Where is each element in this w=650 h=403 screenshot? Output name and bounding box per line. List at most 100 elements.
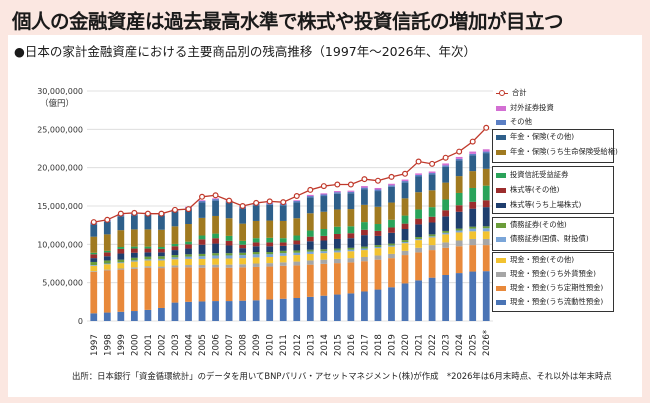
bar-segment (158, 307, 165, 321)
bar-segment (293, 261, 301, 266)
bar-segment (401, 179, 409, 182)
bar-segment (212, 198, 219, 200)
bar-segment (212, 243, 219, 254)
bar-segment (320, 196, 328, 212)
bar-segment (401, 243, 409, 251)
y-tick-label: 10,000,000 (37, 240, 83, 249)
bar-segment (388, 202, 395, 220)
bar-segment (306, 230, 314, 237)
bar-segment (320, 263, 328, 296)
bar-segment (279, 250, 287, 254)
bar-segment (198, 267, 206, 302)
x-tick-label: 2013 (306, 334, 316, 356)
bar-segment (428, 216, 436, 223)
x-tick-label: 2004 (185, 334, 195, 356)
bar-segment (347, 190, 355, 192)
bar-segment (130, 311, 138, 321)
bar-segment (455, 230, 463, 233)
bar-segment (198, 256, 206, 259)
legend-item: 対外証券投資 (496, 103, 554, 113)
bar-segment (428, 222, 436, 235)
x-tick-label: 2023 (442, 334, 452, 356)
x-tick-label: 1998 (103, 334, 113, 356)
total-point (185, 206, 192, 213)
bar-segment (469, 245, 477, 272)
x-tick-label: 1997 (90, 334, 100, 356)
bar-segment (401, 250, 409, 256)
bar-segment (415, 218, 422, 225)
bar-segment (347, 258, 355, 263)
bar-segment (469, 155, 477, 172)
bar-segment (185, 256, 192, 259)
bar-segment (185, 301, 192, 321)
total-point (456, 148, 463, 155)
bar-segment (225, 258, 233, 265)
bar-segment (374, 255, 382, 260)
bar-segment (333, 226, 341, 234)
legend-item: 年金・保険(うち生命保険受給権) (496, 147, 618, 157)
bar-segment (103, 270, 111, 313)
bar-segment (198, 244, 206, 254)
bar-segment (252, 263, 260, 267)
bar-segment (482, 149, 490, 152)
bar-segment (293, 235, 301, 241)
bar-segment (117, 248, 125, 254)
bar-segment (401, 240, 409, 243)
legend-label: 現金・預金(うち定期性預金) (510, 283, 604, 292)
bar-segment (185, 265, 192, 268)
legend-label: 投資信託受益証券 (510, 170, 569, 179)
bar-segment (469, 187, 477, 202)
total-point (361, 176, 368, 183)
bar-segment (442, 210, 450, 217)
bar-segment (198, 202, 206, 218)
bar-segment (266, 220, 274, 238)
bar-segment (279, 298, 287, 321)
bar-segment (185, 224, 192, 242)
bar-segment (279, 262, 287, 266)
bar-segment (306, 241, 314, 250)
bar-segment (266, 254, 274, 257)
total-point (104, 216, 111, 223)
bar-segment (388, 246, 395, 254)
bar-segment (266, 256, 274, 264)
bar-segment (428, 250, 436, 278)
bar-segment (320, 193, 328, 195)
bar-segment (90, 254, 98, 259)
bar-segment (361, 187, 368, 190)
bar-segment (266, 204, 274, 221)
bar-segment (293, 265, 301, 298)
x-tick-label: 2016 (347, 334, 357, 356)
bar-segment (144, 260, 152, 267)
total-point (320, 183, 327, 190)
bar-segment (212, 258, 219, 265)
bar-segment (428, 245, 436, 251)
bar-segment (306, 249, 314, 252)
bar-segment (158, 260, 165, 267)
bar-segment (361, 291, 368, 321)
bar-segment (212, 233, 219, 239)
bar-segment (442, 242, 450, 248)
bar-segment (266, 252, 274, 255)
bar-segment (361, 261, 368, 292)
bar-segment (117, 311, 125, 321)
bar-segment (455, 273, 463, 321)
bar-segment (320, 194, 328, 197)
bar-segment (361, 248, 368, 251)
legend-item: 現金・預金(うち外貨預金) (496, 269, 596, 279)
bar-segment (482, 228, 490, 232)
bar-segment (388, 227, 395, 233)
bar-segment (293, 250, 301, 253)
legend-swatch (496, 187, 506, 193)
bar-segment (442, 199, 450, 211)
bar-segment (333, 238, 341, 249)
legend-label: 現金・預金(うち流動性預金) (510, 297, 604, 306)
bar-segment (401, 283, 409, 321)
bar-segment (266, 246, 274, 252)
bar-segment (225, 240, 233, 246)
bar-segment (333, 294, 341, 321)
bar-segment (252, 300, 260, 321)
bar-segment (293, 218, 301, 236)
total-point (239, 203, 246, 210)
bar-segment (388, 287, 395, 321)
